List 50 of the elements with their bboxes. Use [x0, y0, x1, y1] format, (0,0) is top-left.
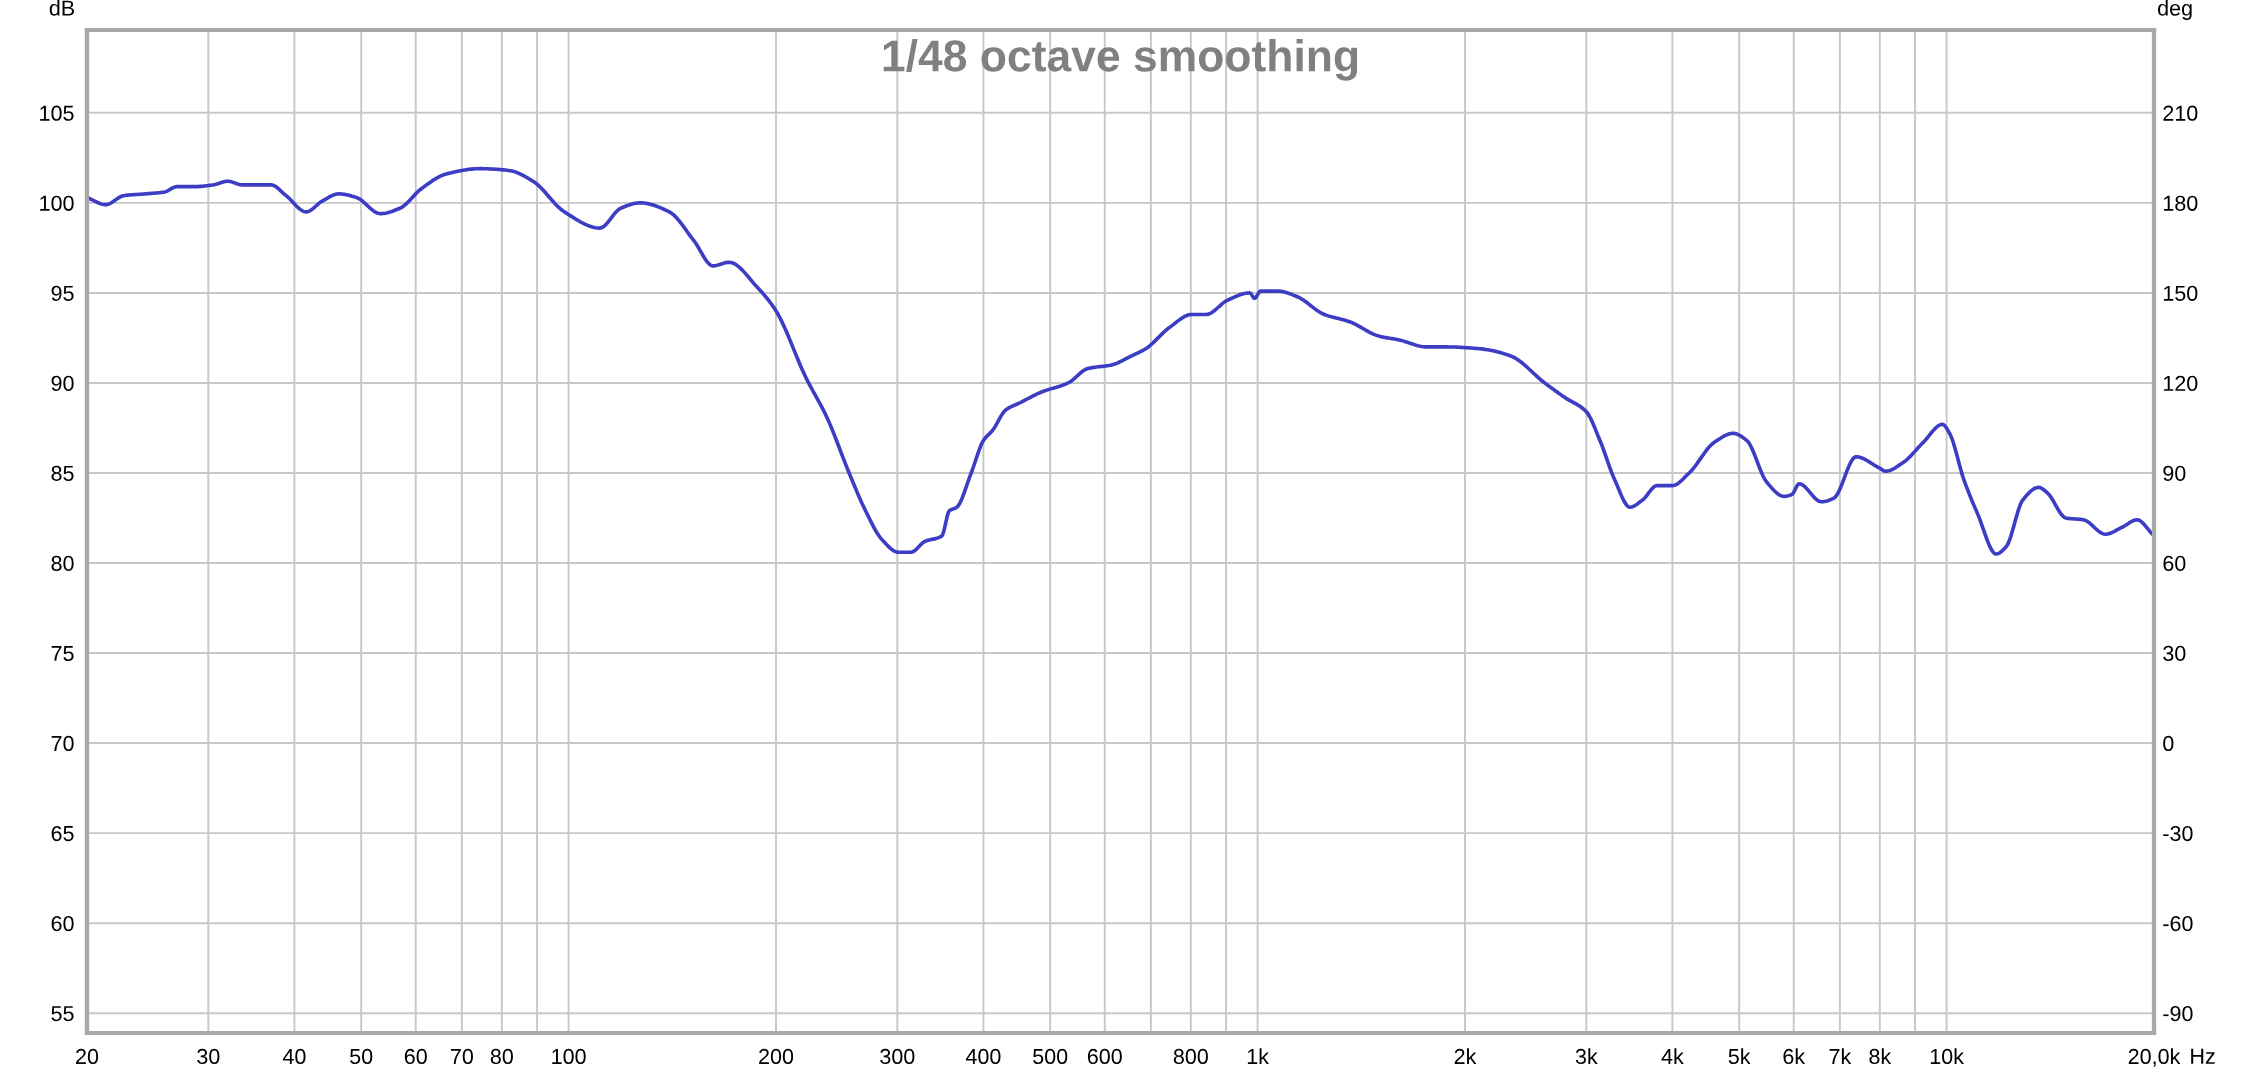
x-tick-label: 60: [404, 1048, 427, 1065]
y-axis-title: dB: [49, 0, 75, 16]
x-tick-label: 100: [552, 1048, 586, 1065]
y2-axis-title: deg: [2158, 0, 2192, 20]
x-tick-label: 2k: [1454, 1048, 1477, 1064]
y-tick-label: 90: [51, 375, 74, 391]
y-tick-label: 70: [51, 735, 74, 752]
x-tick-label: 80: [490, 1048, 513, 1065]
x-tick-label: 5k: [1728, 1048, 1751, 1065]
y-tick-label: 95: [51, 285, 74, 301]
y-tick-label: 65: [51, 825, 74, 842]
x-tick-label: 400: [965, 1048, 1001, 1065]
y-tick-label: 55: [51, 1006, 74, 1022]
y-tick-label: 60: [51, 915, 74, 932]
x-tick-label: 70: [450, 1048, 473, 1065]
x-tick-label: 20,0k: [2128, 1048, 2181, 1067]
y-tick-label: 75: [51, 646, 74, 662]
x-tick-label: 20: [76, 1048, 99, 1065]
y-tick-label: 105: [40, 105, 74, 121]
x-tick-label: 500: [1033, 1048, 1068, 1065]
y-tick-label: 80: [51, 555, 74, 572]
y2-tick-label: 60: [2163, 555, 2186, 572]
x-tick-label: 300: [880, 1048, 915, 1065]
y2-tick-label: -90: [2163, 1005, 2193, 1022]
x-tick-label: 1k: [1247, 1048, 1269, 1064]
y2-tick-label: 30: [2163, 645, 2186, 662]
y2-tick-label: 210: [2163, 105, 2198, 121]
x-tick-label: 600: [1087, 1048, 1122, 1065]
y-tick-label: 100: [40, 195, 74, 211]
x-tick-label: 200: [759, 1048, 794, 1065]
y2-tick-label: 0: [2163, 735, 2174, 752]
x-tick-label: 800: [1173, 1048, 1208, 1065]
y2-tick-label: 120: [2163, 375, 2198, 391]
x-tick-label: 7k: [1829, 1048, 1852, 1064]
x-tick-label: 4k: [1661, 1048, 1684, 1064]
x-tick-label: 50: [350, 1048, 373, 1065]
y2-tick-label: 150: [2163, 285, 2198, 301]
y-tick-label: 85: [51, 465, 74, 481]
y2-tick-label: 180: [2163, 195, 2198, 211]
x-axis-title: Hz: [2191, 1048, 2215, 1064]
x-tick-label: 3k: [1575, 1048, 1598, 1065]
x-tick-label: 6k: [1783, 1048, 1806, 1065]
x-tick-label: 10k: [1930, 1048, 1964, 1065]
chart-title: 1/48 octave smoothing: [883, 39, 1358, 81]
y2-tick-label: 90: [2163, 465, 2186, 481]
x-tick-label: 8k: [1869, 1048, 1892, 1065]
y2-tick-label: -30: [2163, 825, 2193, 842]
x-tick-label: 30: [197, 1048, 220, 1065]
y2-tick-label: -60: [2163, 915, 2193, 932]
x-tick-label: 40: [282, 1048, 306, 1065]
